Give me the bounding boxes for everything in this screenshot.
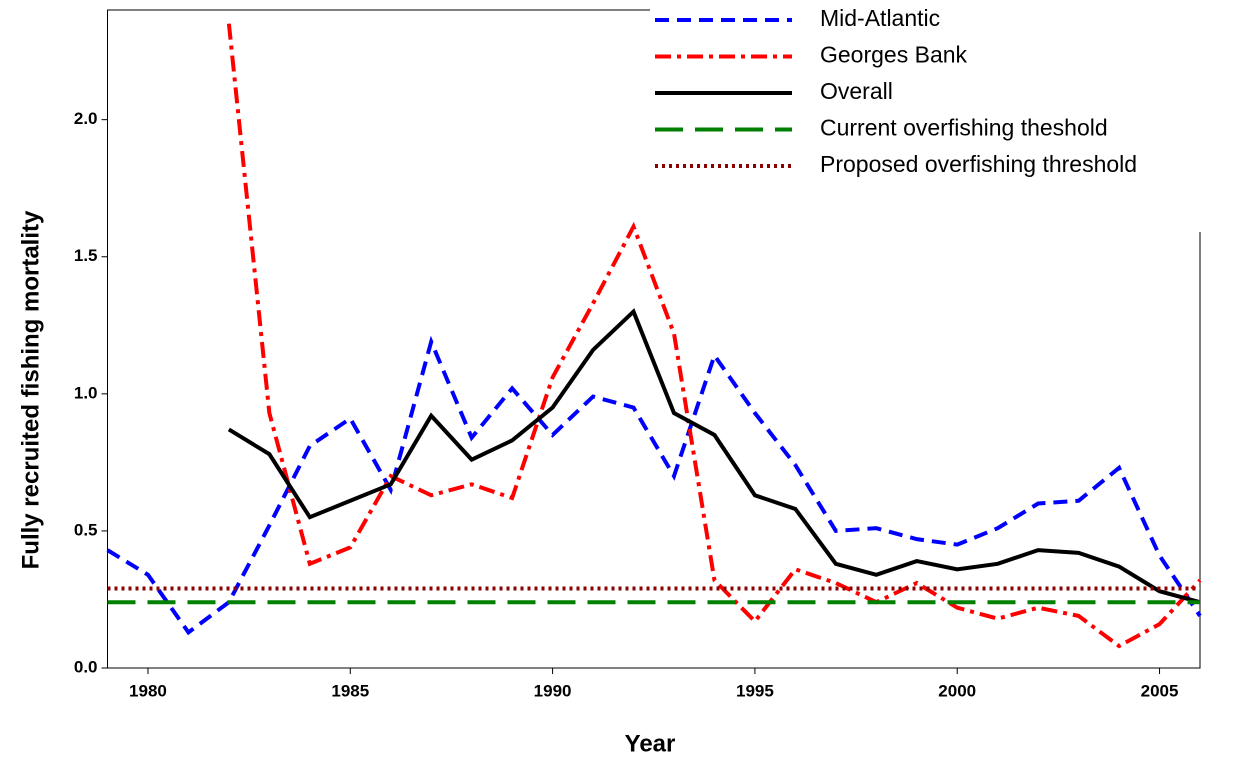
series-line <box>226 23 1202 649</box>
y-tick-label: 1.0 <box>74 383 98 402</box>
legend-label: Mid-Atlantic <box>820 5 940 31</box>
legend-box <box>650 0 1242 232</box>
x-tick-label: 2000 <box>938 681 976 700</box>
x-axis-title: Year <box>625 730 676 757</box>
x-tick-label: 1985 <box>331 681 369 700</box>
legend-label: Current overfishing theshold <box>820 115 1108 141</box>
legend-label: Georges Bank <box>820 42 968 68</box>
series-line <box>227 308 1201 605</box>
x-tick-label: 2005 <box>1141 681 1179 700</box>
legend-label: Overall <box>820 78 893 104</box>
x-tick-label: 1995 <box>736 681 774 700</box>
y-axis-title: Fully recruited fishing mortality <box>17 210 44 569</box>
y-tick-label: 0.0 <box>74 657 98 676</box>
x-tick-label: 1980 <box>129 681 167 700</box>
y-tick-label: 2.0 <box>74 109 98 128</box>
y-tick-label: 1.5 <box>74 246 98 265</box>
legend-label: Proposed overfishing threshold <box>820 151 1137 177</box>
x-tick-label: 1990 <box>534 681 572 700</box>
y-tick-label: 0.5 <box>74 520 98 539</box>
